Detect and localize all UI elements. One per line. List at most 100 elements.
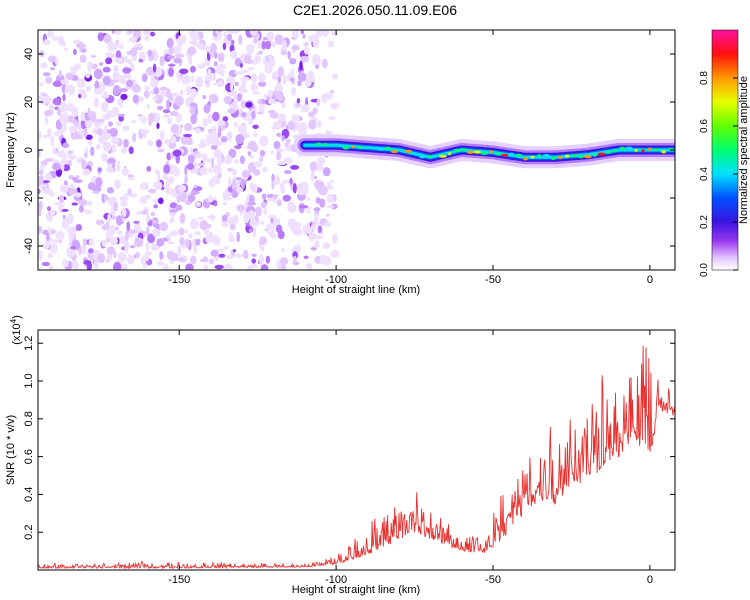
noise-blob bbox=[249, 30, 258, 36]
noise-blob bbox=[133, 220, 140, 224]
noise-blob bbox=[326, 204, 335, 209]
noise-blob bbox=[113, 201, 119, 212]
noise-blob bbox=[267, 230, 273, 236]
noise-blob bbox=[132, 132, 137, 143]
noise-blob bbox=[185, 238, 190, 248]
noise-blob bbox=[244, 54, 252, 61]
noise-blob bbox=[67, 159, 72, 167]
noise-blob bbox=[238, 86, 247, 90]
noise-blob bbox=[115, 39, 119, 45]
noise-blob bbox=[237, 93, 242, 102]
noise-blob bbox=[312, 244, 319, 248]
noise-blob bbox=[259, 236, 267, 245]
noise-blob bbox=[60, 163, 65, 171]
noise-blob bbox=[282, 194, 291, 202]
noise-blob bbox=[228, 177, 232, 188]
noise-blob bbox=[213, 149, 222, 159]
noise-blob bbox=[296, 98, 301, 104]
noise-blob bbox=[258, 50, 263, 55]
noise-blob bbox=[77, 121, 82, 131]
signal-hotspot bbox=[342, 146, 350, 150]
noise-blob bbox=[145, 214, 150, 223]
snr-plot-area bbox=[38, 330, 675, 570]
signal-hotspot bbox=[564, 154, 570, 158]
noise-blob bbox=[105, 230, 112, 239]
signal-hotspot bbox=[427, 155, 431, 158]
noise-blob bbox=[114, 57, 124, 63]
noise-blob bbox=[198, 142, 207, 149]
noise-blob bbox=[199, 78, 203, 84]
noise-blob bbox=[316, 120, 322, 128]
noise-blob bbox=[166, 37, 174, 49]
noise-blob bbox=[258, 72, 266, 83]
noise-blob bbox=[208, 178, 215, 188]
noise-blob bbox=[38, 188, 41, 195]
noise-blob bbox=[315, 30, 323, 38]
noise-blob bbox=[53, 130, 63, 137]
noise-blob bbox=[220, 136, 228, 143]
noise-blob bbox=[152, 228, 161, 237]
noise-blob bbox=[289, 58, 297, 65]
noise-blob bbox=[270, 150, 275, 155]
noise-blob bbox=[298, 127, 307, 136]
noise-blob bbox=[62, 112, 69, 118]
noise-blob bbox=[205, 233, 213, 244]
spectrogram-x-axis-label: Height of straight line (km) bbox=[292, 284, 420, 296]
noise-blob bbox=[159, 221, 168, 232]
noise-blob bbox=[123, 139, 129, 148]
noise-blob bbox=[142, 209, 147, 215]
noise-blob bbox=[276, 218, 281, 225]
noise-blob bbox=[81, 245, 87, 255]
noise-blob bbox=[71, 202, 78, 206]
y-tick-label: 0.6 bbox=[23, 449, 35, 464]
noise-blob bbox=[283, 157, 293, 165]
noise-blob bbox=[218, 31, 222, 38]
noise-blob bbox=[147, 233, 156, 244]
noise-blob bbox=[202, 95, 207, 99]
noise-blob bbox=[169, 218, 174, 224]
noise-blob bbox=[312, 57, 322, 66]
noise-blob bbox=[223, 31, 227, 38]
noise-blob bbox=[224, 196, 233, 201]
noise-blob bbox=[119, 196, 129, 202]
noise-blob bbox=[126, 73, 132, 80]
noise-blob bbox=[268, 55, 273, 59]
noise-blob bbox=[135, 46, 143, 51]
noise-blob bbox=[51, 239, 60, 243]
noise-blob bbox=[76, 78, 86, 89]
noise-blob bbox=[303, 255, 309, 259]
noise-blob bbox=[270, 217, 274, 224]
noise-blob bbox=[218, 80, 224, 86]
noise-blob bbox=[208, 167, 213, 173]
y-tick-label: 20 bbox=[23, 96, 35, 108]
noise-blob bbox=[87, 61, 93, 72]
noise-blob bbox=[101, 101, 109, 113]
noise-blob bbox=[180, 74, 190, 85]
noise-blob bbox=[268, 109, 276, 115]
noise-blob bbox=[193, 190, 200, 195]
x-tick-label: 0 bbox=[647, 574, 653, 586]
noise-blob bbox=[234, 253, 244, 258]
noise-blob bbox=[157, 261, 165, 266]
noise-blob bbox=[212, 164, 222, 175]
snr-multiplier-label: (x104) bbox=[9, 315, 23, 345]
noise-blob bbox=[315, 197, 321, 204]
noise-blob bbox=[84, 118, 93, 129]
noise-blob bbox=[190, 255, 197, 265]
noise-blob bbox=[159, 55, 165, 67]
noise-blob bbox=[52, 80, 63, 88]
noise-blob bbox=[319, 254, 327, 265]
noise-blob bbox=[330, 102, 340, 110]
noise-blob bbox=[107, 158, 116, 164]
noise-blob bbox=[311, 234, 320, 240]
signal-hotspot bbox=[466, 150, 474, 154]
noise-blob bbox=[273, 196, 278, 200]
signal-hotspot bbox=[438, 154, 447, 158]
noise-blob bbox=[62, 40, 66, 47]
noise-blob bbox=[106, 246, 116, 256]
noise-blob bbox=[74, 261, 79, 270]
noise-blob bbox=[103, 114, 111, 121]
noise-blob bbox=[273, 85, 284, 92]
noise-blob bbox=[251, 110, 256, 120]
